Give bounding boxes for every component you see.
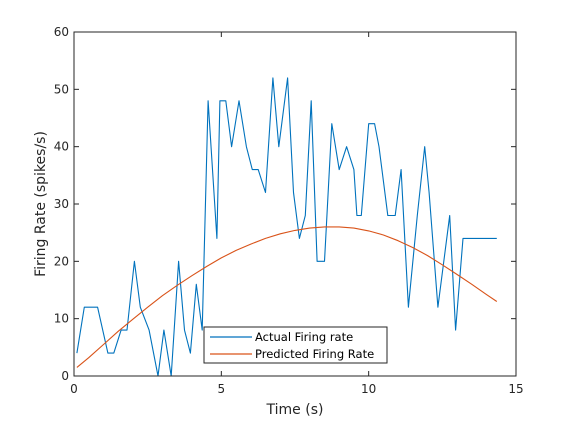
- y-tick-label: 10: [54, 312, 69, 326]
- series-line-predicted: [76, 226, 498, 368]
- axes-layer: 0 5 10 15 0 10 20 30 40 50 60: [54, 25, 524, 396]
- x-tick-label: 10: [361, 382, 376, 396]
- legend-box: [203, 326, 388, 364]
- legend: Actual Firing rate Predicted Firing Rate: [203, 326, 388, 364]
- y-tick-label: 50: [54, 82, 69, 96]
- y-axis-label: Firing Rate (spikes/s): [33, 131, 49, 277]
- y-tick-label: 0: [61, 369, 69, 383]
- y-tick-label: 20: [54, 254, 69, 268]
- y-tick-label: 40: [54, 140, 69, 154]
- series-layer: [76, 77, 498, 377]
- x-tick-label: 0: [70, 382, 78, 396]
- y-tick-label: 60: [54, 25, 69, 39]
- y-tick-label: 30: [54, 197, 69, 211]
- legend-label-actual: Actual Firing rate: [255, 330, 353, 344]
- x-tick-label: 15: [508, 382, 523, 396]
- x-axis-label: Time (s): [266, 402, 324, 418]
- x-tick-label: 5: [218, 382, 226, 396]
- series-line-actual: [76, 77, 497, 377]
- legend-label-predicted: Predicted Firing Rate: [255, 347, 374, 361]
